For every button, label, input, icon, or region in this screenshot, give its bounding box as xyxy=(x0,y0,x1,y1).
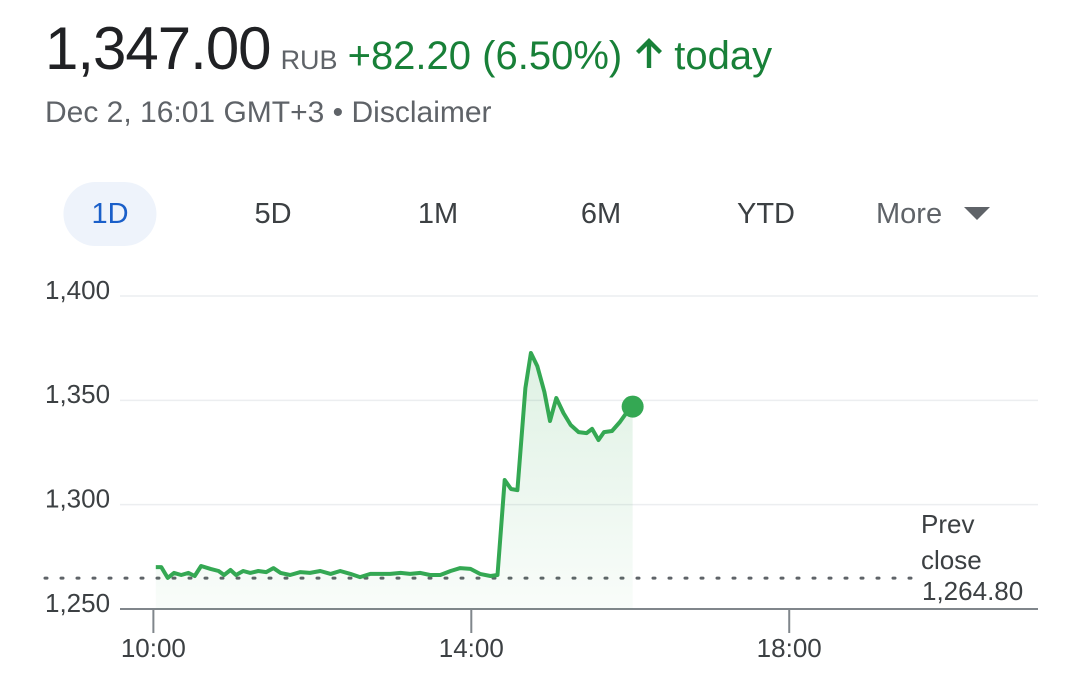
range-tab[interactable]: 5D xyxy=(254,198,292,230)
change-period: today xyxy=(674,34,773,78)
x-tick-label: 14:00 xyxy=(439,633,504,663)
price-line xyxy=(155,351,635,580)
price-change: +82.20 (6.50%) xyxy=(347,34,623,78)
up-arrow-icon xyxy=(636,37,663,68)
x-tick-label: 10:00 xyxy=(121,633,186,663)
range-tabs: More 1D 5D 1M 6M YTD xyxy=(0,182,1080,246)
y-tick-label: 1,350 xyxy=(45,379,110,409)
currency: RUB xyxy=(280,45,338,75)
x-tick-label: 18:00 xyxy=(757,633,822,663)
range-tab[interactable]: YTD xyxy=(737,198,795,230)
price: 1,347.00 xyxy=(45,15,272,82)
range-tab[interactable]: 1M xyxy=(417,198,459,230)
disclaimer-link[interactable]: Disclaimer xyxy=(351,96,492,129)
last-point xyxy=(621,395,644,418)
y-tick-label: 1,250 xyxy=(45,588,110,618)
separator: • xyxy=(332,96,344,129)
area-fill xyxy=(155,353,633,609)
more-label: More xyxy=(876,198,943,230)
quote-header: 1,347.00 RUB +82.20 (6.50%) today xyxy=(45,14,772,83)
prev-close-label: Prev close xyxy=(921,509,982,576)
range-tab[interactable]: 6M xyxy=(580,198,622,230)
more-button[interactable]: More xyxy=(876,182,991,246)
y-tick-label: 1,300 xyxy=(45,484,110,514)
quote-subtitle: Dec 2, 16:01 GMT+3 • Disclaimer xyxy=(45,96,492,130)
prev-close-value: 1,264.80 xyxy=(922,576,1023,606)
y-tick-label: 1,400 xyxy=(45,275,110,305)
range-tab[interactable]: 1D xyxy=(63,182,157,246)
timestamp: Dec 2, 16:01 GMT+3 xyxy=(45,96,325,129)
dropdown-icon xyxy=(964,207,991,220)
